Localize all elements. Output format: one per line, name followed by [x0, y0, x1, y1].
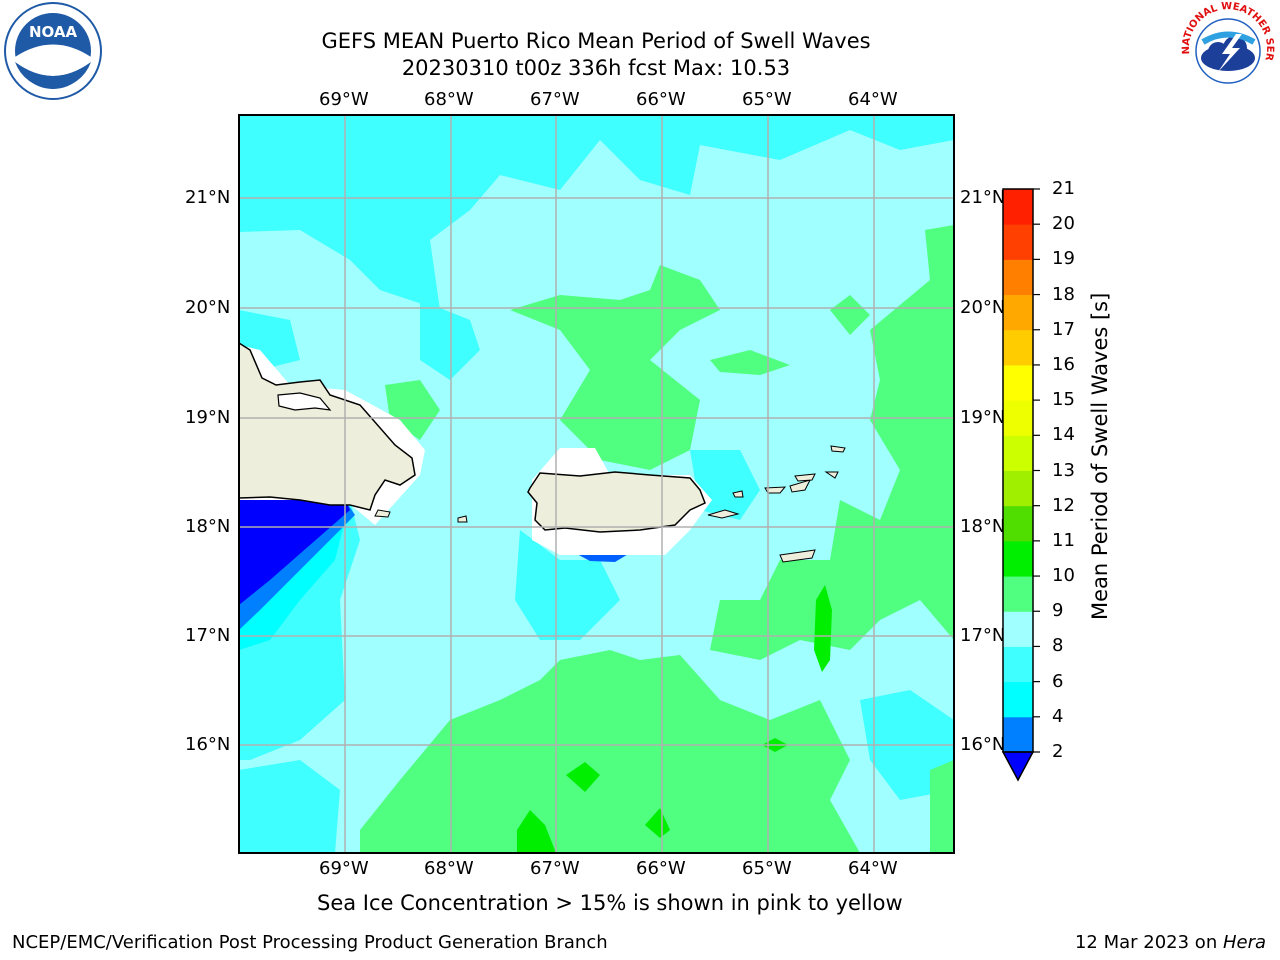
swell-period-field: [239, 115, 954, 853]
colorbar-label: 16: [1052, 353, 1075, 375]
chart-title-line1: GEFS MEAN Puerto Rico Mean Period of Swe…: [321, 29, 871, 53]
noaa-logo: NOAA: [2, 2, 104, 100]
lon-tick-bottom: 65°W: [742, 858, 792, 879]
lat-tick-right: 21°N: [960, 187, 1006, 208]
colorbar-label: 13: [1052, 459, 1075, 481]
land-hispaniola: [239, 342, 416, 511]
map-frame: [238, 114, 955, 854]
colorbar-bin: [1003, 470, 1033, 507]
colorbar-bin: [1003, 611, 1033, 647]
colorbar-bin: [1003, 540, 1033, 577]
colorbar-bin: [1003, 505, 1033, 542]
lat-tick-left: 20°N: [185, 297, 231, 318]
colorbar-bin: [1003, 189, 1033, 225]
footer-branch: NCEP/EMC/Verification Post Processing Pr…: [12, 932, 608, 953]
colorbar-panel: [995, 180, 1045, 790]
nws-logo: NATIONAL WEATHER SERVICE: [1174, 0, 1278, 100]
contour-6-8-north: [239, 115, 954, 310]
colorbar-bin: [1003, 646, 1033, 683]
colorbar-bin: [1003, 259, 1033, 296]
footer-machine: Hera: [1222, 932, 1266, 953]
lon-tick-top: 69°W: [319, 89, 369, 110]
colorbar-label: 20: [1052, 213, 1075, 235]
lat-tick-right: 19°N: [960, 407, 1006, 428]
lon-tick-top: 64°W: [848, 89, 898, 110]
land-puerto-rico: [527, 471, 706, 533]
colorbar-bin: [1003, 294, 1033, 331]
contour-9-10-south: [360, 650, 860, 853]
colorbar-bin: [1003, 329, 1033, 366]
colorbar-label: 2: [1052, 741, 1064, 762]
footer-date-text: 12 Mar 2023 on: [1074, 932, 1223, 953]
colorbar-tick-labels: 2 4 6 8 9 10 11 12 13 14 15 16 17 18 19 20 21: [1052, 0, 1092, 960]
colorbar-bin: [1003, 435, 1033, 471]
lat-tick-left: 21°N: [185, 187, 231, 208]
land-st-croix: [779, 549, 816, 563]
colorbar-label: 12: [1052, 494, 1075, 516]
colorbar-title: Mean Period of Swell Waves [s]: [1088, 292, 1112, 620]
lon-tick-top: 65°W: [742, 89, 792, 110]
lat-tick-left: 18°N: [185, 516, 231, 537]
chart-title-line2: 20230310 t00z 336h fcst Max: 10.53: [401, 56, 791, 80]
lat-tick-left: 16°N: [185, 734, 231, 755]
colorbar-label: 4: [1052, 705, 1064, 727]
colorbar-label: 8: [1052, 635, 1064, 657]
footer-date: 12 Mar 2023 on Hera: [1075, 932, 1266, 953]
colorbar-bin: [1003, 716, 1033, 753]
colorbar-label: 17: [1052, 318, 1075, 340]
lon-tick-bottom: 69°W: [319, 858, 369, 879]
colorbar-label: 15: [1052, 389, 1075, 411]
colorbar-bin: [1003, 681, 1033, 718]
colorbar-label: 19: [1052, 248, 1075, 270]
colorbar-bin: [1003, 224, 1033, 260]
colorbar-label: 10: [1052, 565, 1075, 587]
lon-tick-bottom: 67°W: [530, 858, 580, 879]
lat-tick-left: 17°N: [185, 625, 231, 646]
lat-tick-left: 19°N: [185, 407, 231, 428]
colorbar-label: 18: [1052, 283, 1075, 305]
map-grid: [239, 115, 954, 853]
colorbar-bin: [1003, 400, 1033, 436]
colorbar-label: 21: [1052, 178, 1075, 199]
colorbar-bin: [1003, 576, 1033, 612]
land-virgin-islands: [764, 486, 787, 494]
lon-tick-top: 68°W: [424, 89, 474, 110]
colorbar-extend-min: [1001, 751, 1035, 782]
noaa-logo-text: NOAA: [29, 23, 78, 41]
lon-tick-bottom: 64°W: [848, 858, 898, 879]
colorbar-label: 11: [1052, 529, 1075, 551]
land-vieques: [707, 509, 740, 519]
colorbar-label: 14: [1052, 424, 1075, 446]
contour-9-10-east: [710, 225, 954, 660]
colorbar-label: 9: [1052, 600, 1064, 622]
lat-tick-right: 17°N: [960, 625, 1006, 646]
lat-tick-right: 18°N: [960, 516, 1006, 537]
colorbar-label: 6: [1052, 670, 1064, 692]
lat-tick-right: 20°N: [960, 297, 1006, 318]
lon-tick-bottom: 68°W: [424, 858, 474, 879]
contour-10-11: [814, 585, 832, 672]
lon-tick-top: 66°W: [636, 89, 686, 110]
colorbar-bin: [1003, 364, 1033, 401]
lat-tick-right: 16°N: [960, 734, 1006, 755]
sea-ice-note: Sea Ice Concentration > 15% is shown in …: [317, 891, 903, 915]
lon-tick-top: 67°W: [530, 89, 580, 110]
lon-tick-bottom: 66°W: [636, 858, 686, 879]
